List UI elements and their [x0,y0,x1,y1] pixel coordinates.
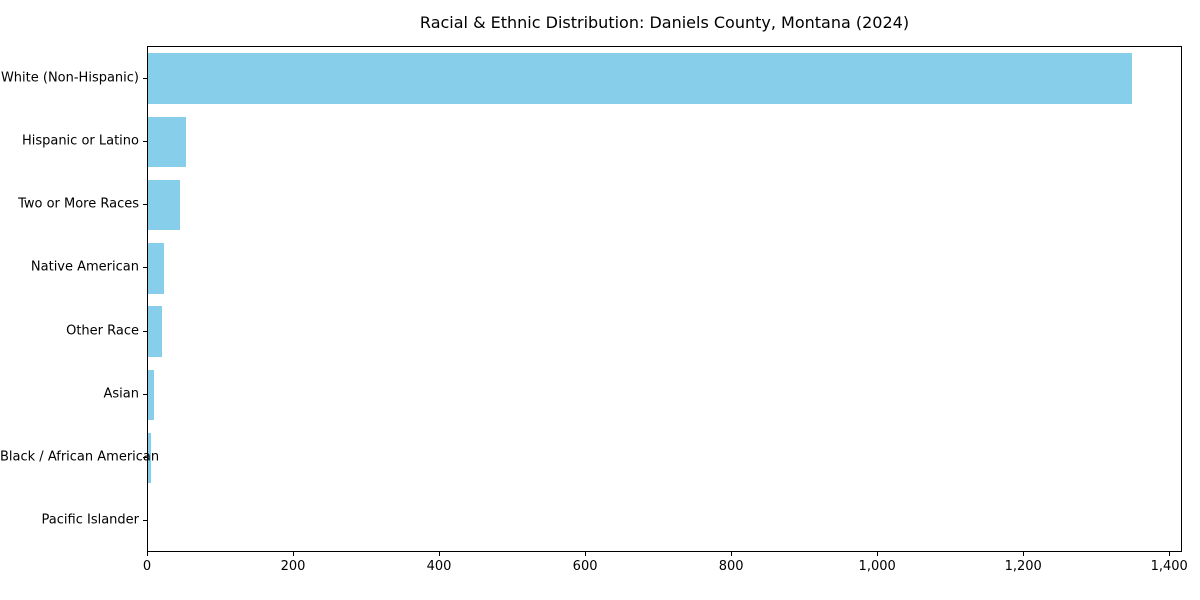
bar-hispanic-or-latino [148,116,186,168]
x-tick-label-200: 200 [280,559,306,574]
y-tick-mark [143,204,147,206]
y-tick-label-other-race: Other Race [66,323,139,339]
x-tick-label-800: 800 [718,559,744,574]
x-tick-mark [1023,552,1025,556]
y-tick-mark [143,267,147,269]
x-tick-mark [585,552,587,556]
y-tick-label-native-american: Native American [30,259,139,275]
y-tick-label-pacific-islander: Pacific Islander [41,512,139,528]
y-tick-label-asian: Asian [103,386,139,402]
bar-native-american [148,243,165,294]
bar-asian [148,369,154,421]
x-tick-label-1400: 1,400 [1150,559,1188,574]
y-tick-mark [143,393,147,395]
plot-area [147,46,1182,552]
y-tick-label-black-african-american: Black / African American [0,449,160,465]
x-tick-mark [439,552,441,556]
chart-title: Racial & Ethnic Distribution: Daniels Co… [419,13,910,32]
bar-two-or-more-races [148,179,181,231]
y-tick-label-hispanic-or-latino: Hispanic or Latino [21,133,139,149]
x-tick-mark [147,552,148,556]
y-tick-mark [143,77,147,79]
x-tick-mark [1169,552,1171,556]
x-tick-mark [877,552,879,556]
x-tick-label-600: 600 [572,559,598,574]
x-tick-label-1200: 1,200 [1004,559,1042,574]
x-tick-mark [731,552,733,556]
x-tick-label-1000: 1,000 [858,559,896,574]
bar-other-race [148,306,162,357]
y-tick-label-white-non-hispanic: White (Non-Hispanic) [0,70,139,86]
y-tick-label-two-or-more-races: Two or More Races [18,196,139,212]
y-tick-mark [143,520,147,522]
y-tick-mark [143,140,147,142]
x-tick-label-400: 400 [426,559,452,574]
x-tick-label-0: 0 [142,559,152,574]
y-tick-mark [143,457,147,459]
y-tick-mark [143,330,147,332]
bar-white-non-hispanic [148,53,1132,104]
x-tick-mark [293,552,295,556]
bar-black-african-american [148,432,151,484]
